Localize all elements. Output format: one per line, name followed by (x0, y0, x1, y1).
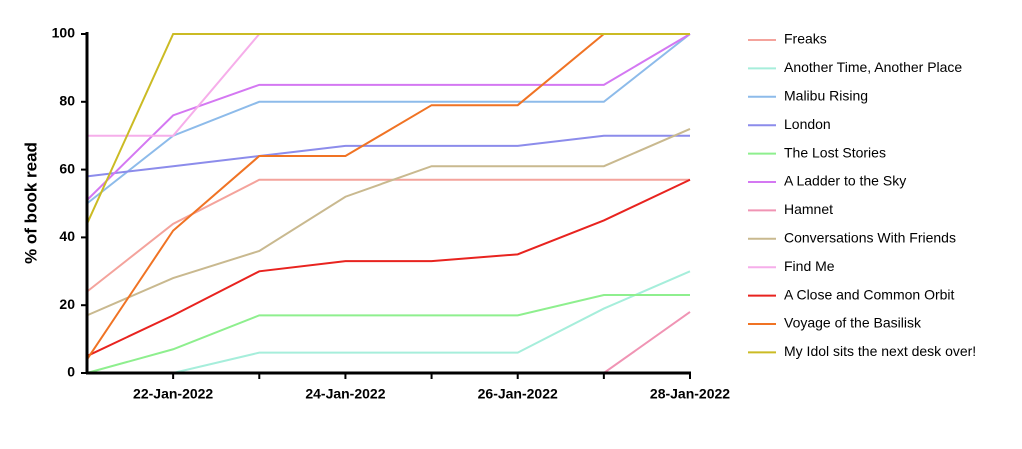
series-line (86, 178, 691, 357)
legend-label: Conversations With Friends (784, 230, 956, 246)
series-line (86, 33, 690, 225)
x-tick-label: 24-Jan-2022 (305, 386, 385, 402)
y-tick-label: 20 (59, 296, 75, 312)
series-line (87, 311, 691, 374)
series-line (86, 33, 690, 360)
series-line (86, 33, 691, 205)
y-tick-label: 0 (67, 364, 75, 380)
legend-label: Voyage of the Basilisk (784, 315, 922, 331)
y-tick-label: 80 (59, 93, 75, 109)
legend-label: A Close and Common Orbit (784, 286, 955, 302)
series-line (86, 178, 690, 293)
series-line (86, 134, 690, 178)
legend-label: Hamnet (784, 201, 833, 217)
series-line (86, 294, 690, 374)
legend-label: London (784, 116, 831, 132)
series-line (87, 270, 691, 374)
y-tick-label: 40 (59, 228, 75, 244)
legend-label: The Lost Stories (784, 144, 886, 160)
series-line (86, 33, 691, 201)
legend-label: Malibu Rising (784, 88, 868, 104)
y-tick-label: 100 (52, 25, 76, 41)
y-axis-label: % of book read (21, 142, 40, 264)
legend-label: My Idol sits the next desk over! (784, 343, 976, 359)
x-tick-label: 22-Jan-2022 (133, 386, 213, 402)
x-tick-label: 28-Jan-2022 (650, 386, 730, 402)
legend-label: Another Time, Another Place (784, 59, 962, 75)
legend-label: Find Me (784, 258, 835, 274)
x-tick-label: 26-Jan-2022 (478, 386, 558, 402)
series-line (86, 128, 691, 317)
legend-label: Freaks (784, 31, 827, 47)
legend-label: A Ladder to the Sky (784, 173, 906, 189)
y-tick-label: 60 (59, 160, 75, 176)
